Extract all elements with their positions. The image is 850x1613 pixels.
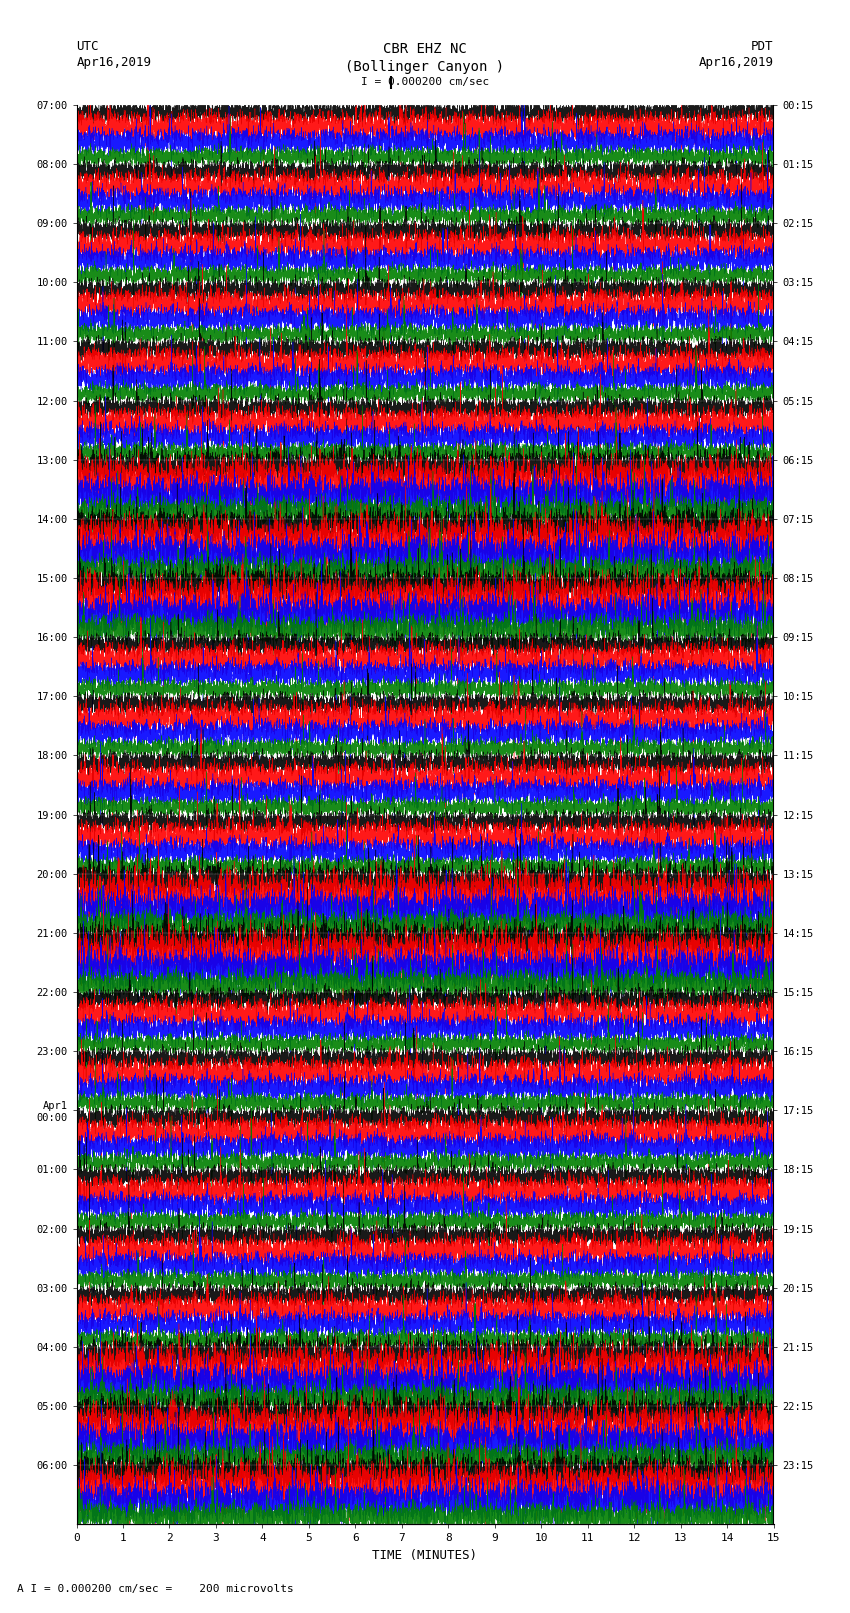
Text: CBR EHZ NC: CBR EHZ NC: [383, 42, 467, 56]
Text: PDT: PDT: [751, 40, 774, 53]
Text: Apr16,2019: Apr16,2019: [76, 56, 151, 69]
X-axis label: TIME (MINUTES): TIME (MINUTES): [372, 1548, 478, 1561]
Text: I = 0.000200 cm/sec: I = 0.000200 cm/sec: [361, 77, 489, 87]
Text: A I = 0.000200 cm/sec =    200 microvolts: A I = 0.000200 cm/sec = 200 microvolts: [17, 1584, 294, 1594]
Text: (Bollinger Canyon ): (Bollinger Canyon ): [345, 60, 505, 74]
Text: Apr16,2019: Apr16,2019: [699, 56, 774, 69]
Text: UTC: UTC: [76, 40, 99, 53]
